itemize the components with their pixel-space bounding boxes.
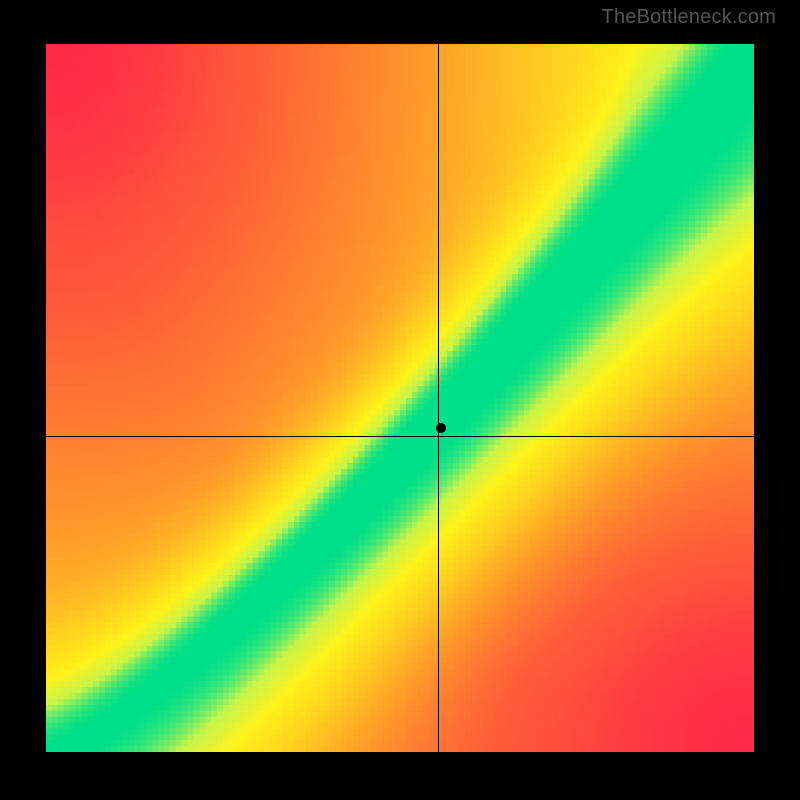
crosshair-horizontal — [46, 436, 754, 437]
crosshair-vertical — [438, 44, 439, 752]
selected-point-marker — [436, 423, 446, 433]
plot-frame — [36, 34, 764, 762]
chart-plot-area — [46, 44, 754, 752]
heatmap-canvas — [46, 44, 754, 752]
watermark-label: TheBottleneck.com — [602, 6, 776, 29]
figure-container: TheBottleneck.com — [0, 0, 800, 800]
